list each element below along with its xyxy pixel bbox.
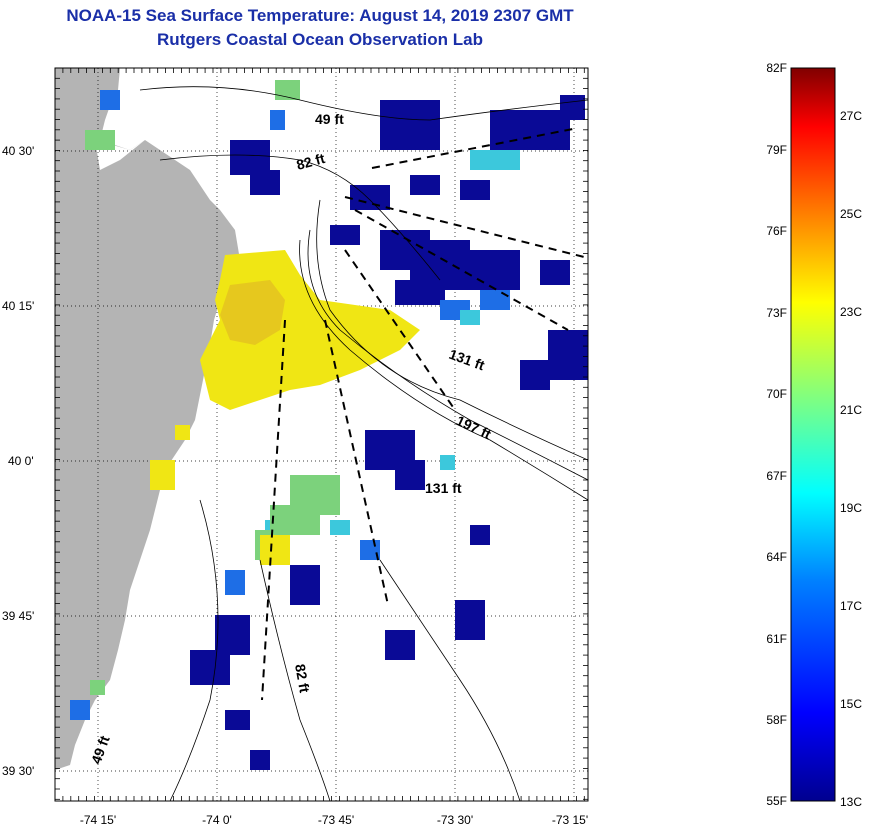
map-content: 49 ft 82 ft 131 ft 197 ft 131 ft 82 ft 4… <box>55 68 588 801</box>
transect-lines <box>261 127 588 701</box>
map-title: NOAA-15 Sea Surface Temperature: August … <box>66 6 574 25</box>
frame-ticks <box>54 67 588 801</box>
depth-label-131ft-south: 131 ft <box>425 480 462 496</box>
sst-green-patches <box>85 80 340 695</box>
colorbar <box>790 67 836 802</box>
cb-label-25c: 25C <box>840 207 862 221</box>
cb-label-61f: 61F <box>766 632 787 646</box>
colorbar-fahrenheit-labels: 82F 79F 76F 73F 70F 67F 64F 61F 58F 55F <box>766 61 787 808</box>
lon-label-74-0: -74 0' <box>202 813 232 827</box>
cb-label-13c: 13C <box>840 795 862 809</box>
lat-label-40-30: 40 30' <box>2 144 34 158</box>
cb-label-76f: 76F <box>766 224 787 238</box>
cb-label-17c: 17C <box>840 599 862 613</box>
cb-label-64f: 64F <box>766 550 787 564</box>
cb-label-67f: 67F <box>766 469 787 483</box>
sst-cool-patches <box>70 90 510 720</box>
sst-warm-patches <box>150 425 290 565</box>
cb-label-79f: 79F <box>766 143 787 157</box>
map-subtitle: Rutgers Coastal Ocean Observation Lab <box>157 30 483 49</box>
depth-label-49ft-north: 49 ft <box>315 111 344 127</box>
sst-warmer-region <box>220 280 285 345</box>
lat-label-40-0: 40 0' <box>8 454 34 468</box>
cb-label-19c: 19C <box>840 501 862 515</box>
cb-label-15c: 15C <box>840 697 862 711</box>
colorbar-celsius-labels: 27C 25C 23C 21C 19C 17C 15C 13C <box>840 109 862 809</box>
lat-label-39-45: 39 45' <box>2 609 34 623</box>
cb-label-82f: 82F <box>766 61 787 75</box>
lat-label-40-15: 40 15' <box>2 299 34 313</box>
cb-label-23c: 23C <box>840 305 862 319</box>
map-frame <box>54 67 589 802</box>
depth-contours <box>139 86 588 801</box>
cb-label-55f: 55F <box>766 794 787 808</box>
cb-label-21c: 21C <box>840 403 862 417</box>
lat-label-39-30: 39 30' <box>2 764 34 778</box>
depth-label-82ft-north: 82 ft <box>295 150 327 173</box>
land-mass <box>55 68 240 770</box>
sst-cold-patches <box>190 95 588 770</box>
cb-label-27c: 27C <box>840 109 862 123</box>
lon-label-73-15: -73 15' <box>552 813 588 827</box>
lon-label-73-30: -73 30' <box>437 813 473 827</box>
cb-label-73f: 73F <box>766 306 787 320</box>
lon-label-73-45: -73 45' <box>318 813 354 827</box>
cb-label-58f: 58F <box>766 713 787 727</box>
cb-label-70f: 70F <box>766 387 787 401</box>
lon-label-74-15: -74 15' <box>80 813 116 827</box>
depth-label-82ft-south: 82 ft <box>292 663 313 694</box>
